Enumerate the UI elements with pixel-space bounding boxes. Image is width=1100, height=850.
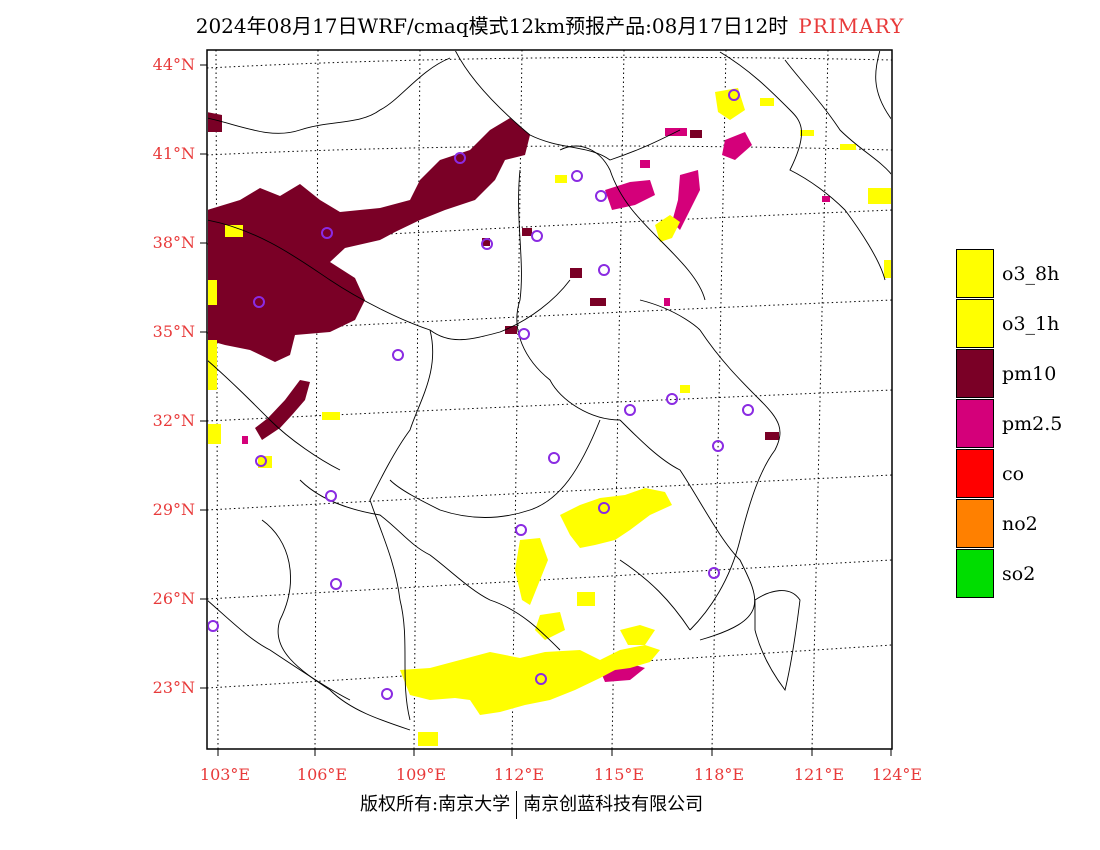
legend-swatch <box>956 249 994 298</box>
tick-marks <box>200 64 892 756</box>
o3-northeast <box>715 88 745 120</box>
legend-label: no2 <box>1002 513 1038 535</box>
o3-tianjin <box>655 215 680 242</box>
copyright-right: 南京创蓝科技有限公司 <box>523 794 704 815</box>
lat-label: 41°N <box>152 144 195 163</box>
lon-label: 103°E <box>199 765 251 784</box>
primary-tag: PRIMARY <box>798 14 905 38</box>
legend-label: co <box>1002 463 1025 485</box>
o3-south-coast <box>400 645 660 715</box>
legend-label: o3_1h <box>1002 313 1060 335</box>
map-frame <box>206 49 893 750</box>
legend-swatch <box>956 449 994 498</box>
legend-swatch <box>956 399 994 448</box>
o3-fujian-coast <box>620 625 655 645</box>
legend-label: pm2.5 <box>1002 413 1063 435</box>
lon-label: 112°E <box>493 765 545 784</box>
legend-swatch <box>956 499 994 548</box>
lon-label: 115°E <box>593 765 645 784</box>
lon-label: 109°E <box>395 765 447 784</box>
pm10-edge-north <box>208 112 222 132</box>
legend-label: pm10 <box>1002 363 1057 385</box>
title-text: 2024年08月17日WRF/cmaq模式12km预报产品:08月17日12时 <box>195 14 789 38</box>
legend-swatch <box>956 349 994 398</box>
o3-hunan-jiangxi <box>560 488 672 548</box>
map-title: 2024年08月17日WRF/cmaq模式12km预报产品:08月17日12时 P… <box>0 10 1100 39</box>
legend-label: so2 <box>1002 563 1036 585</box>
lat-label: 32°N <box>152 411 195 430</box>
legend-swatch <box>956 299 994 348</box>
copyright-left: 版权所有:南京大学 <box>360 794 511 815</box>
lat-label: 29°N <box>152 500 195 519</box>
lon-label: 118°E <box>693 765 745 784</box>
lat-label: 38°N <box>152 233 195 252</box>
legend-swatch <box>956 549 994 598</box>
lon-label: 106°E <box>296 765 348 784</box>
pm10-south-streak <box>255 380 310 440</box>
station-markers <box>208 89 754 700</box>
pm10-northwest-mass <box>208 118 530 362</box>
lat-label: 35°N <box>152 322 195 341</box>
copyright-footer: 版权所有:南京大学 南京创蓝科技有限公司 <box>360 790 703 819</box>
o3-areas <box>208 88 891 746</box>
pm25-liaoning <box>672 170 700 230</box>
footer-divider <box>516 791 518 819</box>
legend-label: o3_8h <box>1002 263 1060 285</box>
pm25-northeast <box>722 132 752 160</box>
lat-label: 26°N <box>152 589 195 608</box>
lon-label: 121°E <box>793 765 845 784</box>
lat-label: 44°N <box>152 55 195 74</box>
lon-label: 124°E <box>871 765 923 784</box>
lat-label: 23°N <box>152 678 195 697</box>
o3-guangxi <box>515 538 548 605</box>
